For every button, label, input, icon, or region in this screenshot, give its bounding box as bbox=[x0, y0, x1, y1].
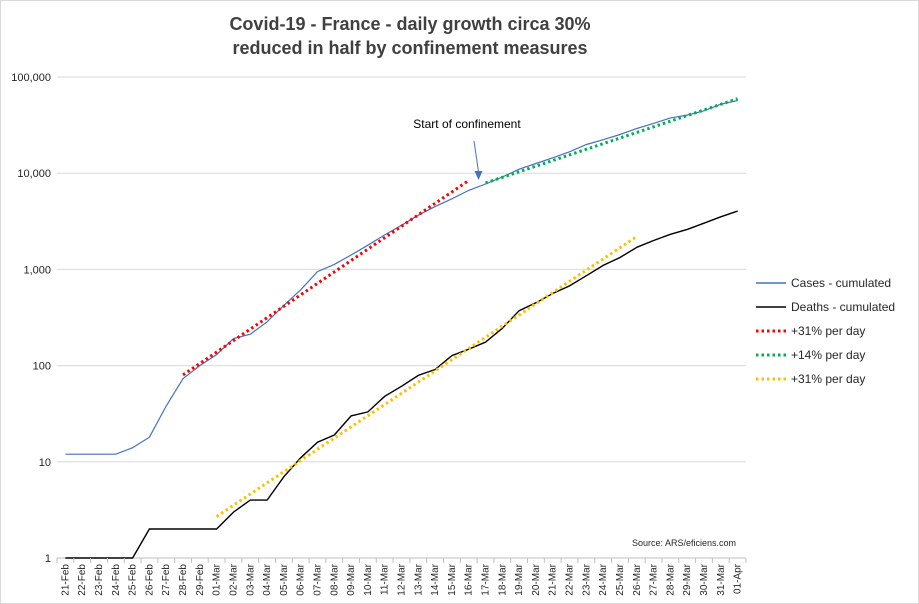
y-tick-label: 10,000 bbox=[17, 168, 51, 180]
x-tick-label: 14-Mar bbox=[430, 563, 441, 595]
x-tick-label: 17-Mar bbox=[481, 563, 492, 595]
series-line-deaths-cumulated-1 bbox=[65, 210, 738, 559]
legend-label: +31% per day bbox=[791, 324, 865, 338]
x-tick-label: 13-Mar bbox=[413, 563, 424, 595]
x-tick-label: 28-Mar bbox=[665, 563, 676, 595]
y-tick-label: 1 bbox=[45, 553, 51, 565]
x-tick-label: 24-Mar bbox=[598, 563, 609, 595]
x-tick-label: 23-Feb bbox=[94, 564, 105, 596]
y-axis-ticks: 1 10 100 1,000 10,000 100,000 bbox=[11, 72, 51, 565]
x-tick-label: 29-Feb bbox=[195, 564, 206, 596]
x-tick-label: 20-Mar bbox=[531, 563, 542, 595]
x-tick-label: 12-Mar bbox=[397, 563, 408, 595]
x-tick-label: 16-Mar bbox=[464, 563, 475, 595]
x-tick-label: 04-Mar bbox=[262, 563, 273, 595]
x-tick-label: 02-Mar bbox=[228, 563, 239, 595]
x-tick-label: 27-Feb bbox=[161, 564, 172, 596]
x-tick-label: 31-Mar bbox=[716, 563, 727, 595]
x-tick-label: 23-Mar bbox=[581, 563, 592, 595]
series-line-cases-cumulated-0 bbox=[65, 99, 738, 455]
annotation-start-of-confinement: Start of confinement bbox=[413, 117, 521, 131]
x-tick-label: 01-Mar bbox=[212, 563, 223, 595]
x-tick-label: 10-Mar bbox=[363, 563, 374, 595]
x-axis: 21-Feb 22-Feb 23-Feb 24-Feb 25-Feb 26-Feb 27-F… bbox=[56, 558, 747, 596]
annotations-layer: Start of confinement Source: ARS/eficiens… bbox=[413, 117, 736, 548]
legend-label: +31% per day bbox=[791, 372, 865, 386]
x-tick-label: 19-Mar bbox=[514, 563, 525, 595]
x-tick-label: 22-Feb bbox=[77, 564, 88, 596]
legend: Cases - cumulated Deaths - cumulated +31% … bbox=[756, 276, 895, 386]
x-tick-label: 30-Mar bbox=[699, 563, 710, 595]
x-tick-label: 21-Mar bbox=[548, 563, 559, 595]
annotation-arrow bbox=[473, 140, 480, 173]
gridlines bbox=[57, 76, 746, 559]
x-tick-label: 24-Feb bbox=[111, 564, 122, 596]
x-tick-label: 25-Mar bbox=[615, 563, 626, 595]
annotation-arrow-head bbox=[474, 171, 483, 180]
x-tick-label: 08-Mar bbox=[329, 563, 340, 595]
y-tick-label: 1,000 bbox=[23, 264, 51, 276]
source-label: Source: ARS/eficiens.com bbox=[632, 538, 736, 548]
x-tick-label: 05-Mar bbox=[279, 563, 290, 595]
x-tick-label: 26-Mar bbox=[632, 563, 643, 595]
x-tick-label: 03-Mar bbox=[245, 563, 256, 595]
chart-title: Covid-19 - France - daily growth circa 3… bbox=[229, 14, 591, 34]
x-tick-label: 06-Mar bbox=[296, 563, 307, 595]
series-line-14-per-day-3 bbox=[485, 97, 739, 185]
y-tick-label: 10 bbox=[39, 457, 51, 469]
series-line-31-per-day-4 bbox=[215, 235, 638, 518]
x-tick-label: 18-Mar bbox=[497, 563, 508, 595]
y-tick-label: 100 bbox=[33, 361, 51, 373]
x-tick-label: 01-Apr bbox=[733, 563, 744, 594]
legend-label: Deaths - cumulated bbox=[791, 300, 895, 314]
y-tick-label: 100,000 bbox=[11, 72, 51, 84]
series-line-31-per-day-2 bbox=[182, 179, 470, 377]
x-tick-label: 11-Mar bbox=[380, 563, 391, 595]
x-tick-label: 29-Mar bbox=[682, 563, 693, 595]
x-tick-label: 09-Mar bbox=[346, 563, 357, 595]
x-tick-label: 25-Feb bbox=[128, 564, 139, 596]
x-tick-label: 07-Mar bbox=[312, 563, 323, 595]
chart-subtitle: reduced in half by confinement measures bbox=[232, 38, 588, 58]
legend-label: Cases - cumulated bbox=[791, 276, 891, 290]
x-tick-label: 22-Mar bbox=[565, 563, 576, 595]
legend-label: +14% per day bbox=[791, 348, 865, 362]
x-tick-label: 27-Mar bbox=[649, 563, 660, 595]
series-lines bbox=[65, 97, 739, 559]
x-tick-label: 21-Feb bbox=[60, 564, 71, 596]
x-tick-label: 26-Feb bbox=[144, 564, 155, 596]
x-tick-label: 15-Mar bbox=[447, 563, 458, 595]
x-tick-label: 28-Feb bbox=[178, 564, 189, 596]
